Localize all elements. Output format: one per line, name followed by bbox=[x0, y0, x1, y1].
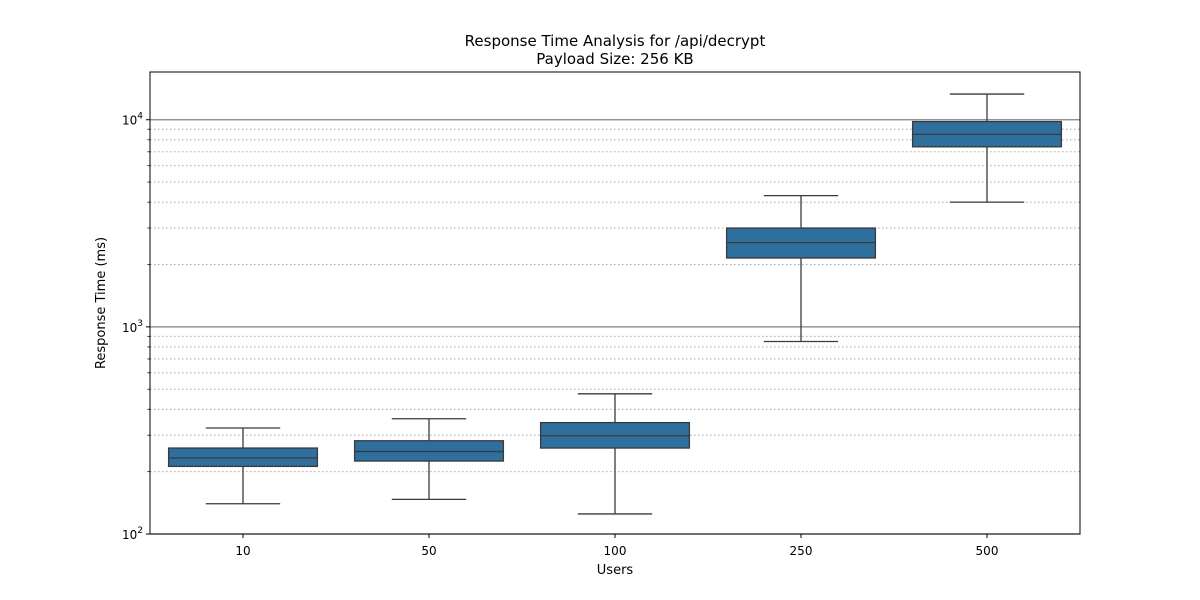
box-500 bbox=[911, 93, 1063, 203]
y-axis-label: Response Time (ms) bbox=[94, 237, 109, 369]
chart-title-line1: Response Time Analysis for /api/decrypt bbox=[465, 32, 766, 50]
chart-title: Response Time Analysis for /api/decrypt … bbox=[465, 32, 766, 68]
x-axis-label: Users bbox=[597, 563, 634, 578]
x-tick-label: 500 bbox=[976, 544, 999, 558]
box-10 bbox=[167, 427, 319, 505]
y-tick-layer: 102 103 104 bbox=[122, 112, 150, 542]
x-tick-label: 100 bbox=[604, 544, 627, 558]
box-50 bbox=[353, 418, 505, 500]
y-tick-label: 103 bbox=[122, 319, 143, 335]
x-tick-label: 250 bbox=[790, 544, 813, 558]
box-100 bbox=[539, 393, 691, 515]
box-layer bbox=[167, 93, 1063, 515]
x-tick-label: 50 bbox=[421, 544, 436, 558]
chart-subtitle: Payload Size: 256 KB bbox=[536, 50, 693, 68]
box-250 bbox=[725, 195, 877, 343]
iqr-box bbox=[353, 440, 505, 462]
x-tick-label: 10 bbox=[235, 544, 250, 558]
x-tick-layer: 10 50 100 250 500 bbox=[235, 534, 998, 558]
y-tick-label: 104 bbox=[122, 112, 143, 128]
iqr-box bbox=[167, 447, 319, 468]
y-tick-label: 102 bbox=[122, 526, 143, 542]
